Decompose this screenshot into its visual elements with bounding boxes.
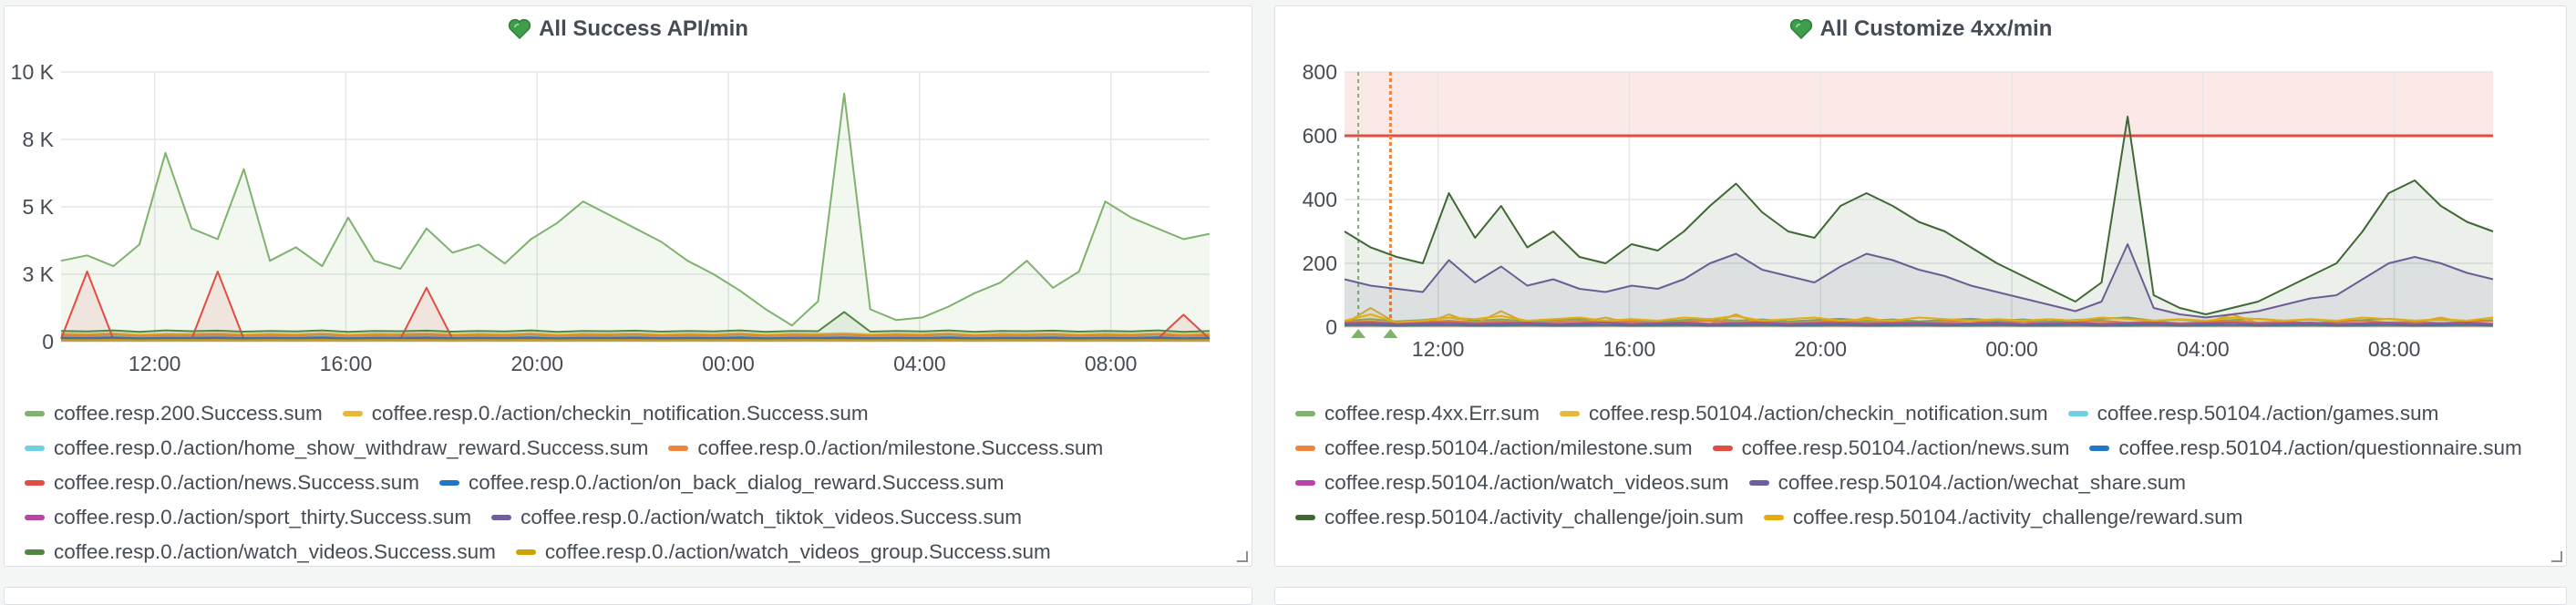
x-tick-label: 12:00	[129, 352, 181, 375]
legend-item[interactable]: coffee.resp.0./action/watch_videos.Succe…	[25, 535, 496, 569]
legend-label: coffee.resp.0./action/watch_videos.Succe…	[54, 540, 496, 564]
y-tick-label: 3 K	[22, 262, 54, 286]
legend-label: coffee.resp.0./action/news.Success.sum	[54, 471, 419, 495]
legend: coffee.resp.4xx.Err.sum coffee.resp.50104…	[1295, 396, 2557, 535]
legend-label: coffee.resp.50104./action/milestone.sum	[1324, 436, 1693, 460]
legend-item[interactable]: coffee.resp.50104./action/wechat_share.s…	[1749, 466, 2186, 500]
legend: coffee.resp.200.Success.sum coffee.resp.0…	[25, 396, 1242, 569]
legend-swatch	[491, 515, 511, 520]
legend-swatch	[1295, 411, 1315, 416]
resize-handle[interactable]	[2551, 551, 2562, 562]
legend-swatch	[343, 411, 363, 416]
y-tick-label: 5 K	[22, 195, 54, 219]
y-tick-label: 600	[1303, 124, 1337, 148]
legend-item[interactable]: coffee.resp.50104./activity_challenge/re…	[1764, 500, 2243, 535]
legend-item[interactable]: coffee.resp.50104./action/games.sum	[2068, 396, 2439, 431]
y-tick-label: 200	[1303, 251, 1337, 275]
legend-item[interactable]: coffee.resp.0./action/on_back_dialog_rew…	[439, 466, 1004, 500]
annotation-triangle[interactable]	[1351, 329, 1365, 338]
chart-area[interactable]: 0 3 K 5 K 8 K 10 K 12:00 16:00 20:00 00:00 04:00 0…	[5, 6, 1253, 389]
x-tick-label: 12:00	[1412, 337, 1465, 361]
legend-swatch	[516, 549, 536, 555]
y-tick-label: 8 K	[22, 128, 54, 151]
legend-swatch	[1295, 515, 1315, 520]
y-tick-label: 800	[1303, 60, 1337, 84]
x-tick-label: 08:00	[2368, 337, 2421, 361]
legend-item[interactable]: coffee.resp.0./action/sport_thirty.Succe…	[25, 500, 471, 535]
x-tick-label: 20:00	[1794, 337, 1847, 361]
legend-label: coffee.resp.50104./action/games.sum	[2097, 402, 2439, 426]
legend-item[interactable]: coffee.resp.200.Success.sum	[25, 396, 323, 431]
legend-swatch	[439, 480, 459, 486]
legend-item[interactable]: coffee.resp.4xx.Err.sum	[1295, 396, 1540, 431]
legend-label: coffee.resp.0./action/milestone.Success.…	[697, 436, 1103, 460]
legend-label: coffee.resp.50104./activity_challenge/jo…	[1324, 506, 1744, 529]
series-fill	[61, 94, 1210, 342]
legend-item[interactable]: coffee.resp.0./action/home_show_withdraw…	[25, 431, 648, 466]
legend-item[interactable]: coffee.resp.50104./action/news.sum	[1713, 431, 2070, 466]
legend-swatch	[1560, 411, 1580, 416]
x-tick-label: 04:00	[2177, 337, 2230, 361]
legend-label: coffee.resp.50104./action/questionnaire.…	[2118, 436, 2521, 460]
legend-item[interactable]: coffee.resp.0./action/watch_videos_group…	[516, 535, 1051, 569]
next-row-panel	[4, 587, 1252, 605]
legend-label: coffee.resp.0./action/sport_thirty.Succe…	[54, 506, 471, 529]
legend-swatch	[2068, 411, 2088, 416]
legend-label: coffee.resp.4xx.Err.sum	[1324, 402, 1540, 426]
y-tick-label: 400	[1303, 188, 1337, 211]
legend-item[interactable]: coffee.resp.50104./action/watch_videos.s…	[1295, 466, 1729, 500]
x-tick-label: 08:00	[1085, 352, 1138, 375]
y-tick-label: 0	[1325, 315, 1337, 339]
annotation-triangle[interactable]	[1383, 329, 1397, 338]
legend-label: coffee.resp.50104./action/watch_videos.s…	[1324, 471, 1729, 495]
legend-swatch	[668, 446, 688, 451]
legend-item[interactable]: coffee.resp.0./action/checkin_notificati…	[343, 396, 869, 431]
legend-label: coffee.resp.0./action/on_back_dialog_rew…	[469, 471, 1004, 495]
x-tick-label: 20:00	[510, 352, 563, 375]
legend-swatch	[1295, 480, 1315, 486]
legend-item[interactable]: coffee.resp.0./action/news.Success.sum	[25, 466, 419, 500]
legend-swatch	[25, 446, 45, 451]
legend-swatch	[1764, 515, 1784, 520]
legend-label: coffee.resp.0./action/checkin_notificati…	[372, 402, 869, 426]
next-row-panel	[1274, 587, 2567, 605]
x-tick-label: 04:00	[893, 352, 946, 375]
legend-label: coffee.resp.50104./action/news.sum	[1742, 436, 2070, 460]
legend-item[interactable]: coffee.resp.0./action/milestone.Success.…	[668, 431, 1103, 466]
legend-label: coffee.resp.0./action/watch_videos_group…	[545, 540, 1051, 564]
legend-item[interactable]: coffee.resp.50104./action/milestone.sum	[1295, 431, 1693, 466]
legend-swatch	[1295, 446, 1315, 451]
legend-label: coffee.resp.0./action/watch_tiktok_video…	[520, 506, 1022, 529]
x-tick-label: 16:00	[1603, 337, 1656, 361]
resize-handle[interactable]	[1237, 551, 1248, 562]
legend-label: coffee.resp.50104./activity_challenge/re…	[1793, 506, 2243, 529]
legend-label: coffee.resp.200.Success.sum	[54, 402, 323, 426]
legend-swatch	[2089, 446, 2109, 451]
y-tick-label: 0	[42, 330, 54, 354]
legend-item[interactable]: coffee.resp.50104./activity_challenge/jo…	[1295, 500, 1744, 535]
legend-item[interactable]: coffee.resp.50104./action/questionnaire.…	[2089, 431, 2521, 466]
legend-label: coffee.resp.0./action/home_show_withdraw…	[54, 436, 648, 460]
legend-item[interactable]: coffee.resp.50104./action/checkin_notifi…	[1560, 396, 2048, 431]
x-tick-label: 00:00	[1985, 337, 2038, 361]
y-tick-label: 10 K	[11, 60, 55, 84]
legend-swatch	[25, 549, 45, 555]
legend-label: coffee.resp.50104./action/wechat_share.s…	[1778, 471, 2186, 495]
legend-swatch	[25, 480, 45, 486]
legend-item[interactable]: coffee.resp.0./action/watch_tiktok_video…	[491, 500, 1022, 535]
x-tick-label: 00:00	[702, 352, 755, 375]
threshold-region	[1345, 72, 2493, 136]
legend-swatch	[25, 515, 45, 520]
legend-swatch	[1749, 480, 1769, 486]
legend-swatch	[25, 411, 45, 416]
legend-label: coffee.resp.50104./action/checkin_notifi…	[1589, 402, 2048, 426]
x-tick-label: 16:00	[320, 352, 373, 375]
chart-area[interactable]: 0 200 400 600 800 12:00 16:00 20:00 00:00 04:00 08…	[1275, 6, 2568, 389]
legend-swatch	[1713, 446, 1733, 451]
